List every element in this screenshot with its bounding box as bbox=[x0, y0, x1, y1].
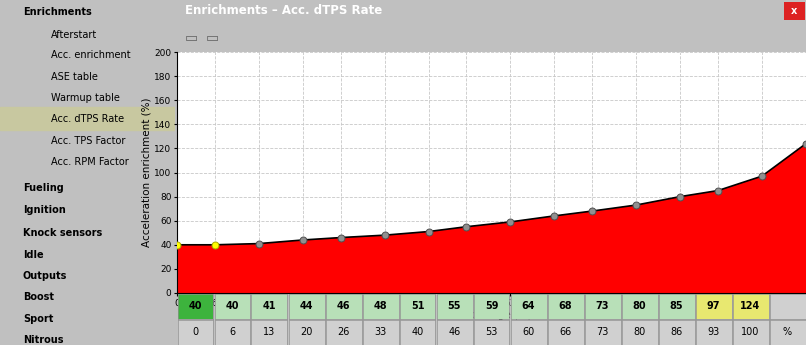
Text: 44: 44 bbox=[300, 301, 314, 311]
Text: Sport: Sport bbox=[23, 314, 53, 324]
Text: Nitrous: Nitrous bbox=[23, 335, 63, 345]
Text: Acc. TPS Factor: Acc. TPS Factor bbox=[51, 136, 125, 146]
Bar bbox=[784, 2, 804, 20]
Text: 55: 55 bbox=[448, 301, 461, 311]
Text: 66: 66 bbox=[559, 327, 571, 337]
Text: 59: 59 bbox=[484, 301, 498, 311]
Text: 85: 85 bbox=[670, 301, 683, 311]
Text: 68: 68 bbox=[559, 301, 572, 311]
X-axis label: Percentage (%): Percentage (%) bbox=[451, 310, 531, 321]
Text: 73: 73 bbox=[596, 327, 609, 337]
Text: 48: 48 bbox=[374, 301, 388, 311]
Text: Acc. enrichment: Acc. enrichment bbox=[51, 50, 131, 60]
Text: 40: 40 bbox=[411, 327, 424, 337]
Text: Acc. RPM Factor: Acc. RPM Factor bbox=[51, 157, 128, 167]
Text: 40: 40 bbox=[189, 301, 202, 311]
Text: 124: 124 bbox=[741, 301, 761, 311]
Text: 20: 20 bbox=[301, 327, 313, 337]
Text: Fueling: Fueling bbox=[23, 183, 64, 193]
Text: Outputs: Outputs bbox=[23, 271, 67, 281]
Text: Enrichments: Enrichments bbox=[23, 7, 92, 17]
Text: 93: 93 bbox=[708, 327, 720, 337]
Text: ▭: ▭ bbox=[185, 30, 197, 44]
Text: 100: 100 bbox=[742, 327, 760, 337]
Text: 26: 26 bbox=[338, 327, 350, 337]
Text: Warmup table: Warmup table bbox=[51, 93, 119, 103]
Text: Knock sensors: Knock sensors bbox=[23, 228, 102, 238]
Text: 40: 40 bbox=[226, 301, 239, 311]
Text: x: x bbox=[791, 6, 797, 16]
Text: 6: 6 bbox=[230, 327, 235, 337]
Y-axis label: Acceleration enrichment (%): Acceleration enrichment (%) bbox=[141, 98, 152, 247]
Text: Afterstart: Afterstart bbox=[51, 30, 97, 39]
Text: 46: 46 bbox=[448, 327, 460, 337]
Text: %: % bbox=[783, 327, 792, 337]
Text: Idle: Idle bbox=[23, 250, 44, 259]
Text: 64: 64 bbox=[521, 301, 535, 311]
Text: 97: 97 bbox=[707, 301, 721, 311]
Text: ▭: ▭ bbox=[206, 30, 218, 44]
Bar bbox=[0, 107, 175, 130]
Text: 86: 86 bbox=[671, 327, 683, 337]
Text: 13: 13 bbox=[264, 327, 276, 337]
Text: ASE table: ASE table bbox=[51, 72, 98, 81]
Text: 80: 80 bbox=[633, 301, 646, 311]
Text: Enrichments – Acc. dTPS Rate: Enrichments – Acc. dTPS Rate bbox=[185, 4, 382, 18]
Text: 51: 51 bbox=[411, 301, 424, 311]
Text: Boost: Boost bbox=[23, 293, 54, 302]
Text: Ignition: Ignition bbox=[23, 206, 65, 215]
Text: 80: 80 bbox=[634, 327, 646, 337]
Text: Acc. dTPS Rate: Acc. dTPS Rate bbox=[51, 115, 124, 124]
Text: 46: 46 bbox=[337, 301, 351, 311]
Text: 60: 60 bbox=[522, 327, 534, 337]
Text: 41: 41 bbox=[263, 301, 276, 311]
Text: 73: 73 bbox=[596, 301, 609, 311]
Text: 53: 53 bbox=[485, 327, 497, 337]
Text: 0: 0 bbox=[193, 327, 198, 337]
Text: 33: 33 bbox=[374, 327, 387, 337]
